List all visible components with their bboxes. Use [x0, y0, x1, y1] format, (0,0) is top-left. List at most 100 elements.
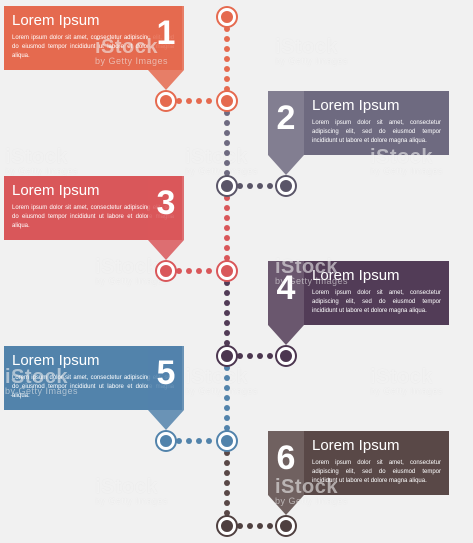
timeline-node-4 — [218, 347, 236, 365]
step-2-number-tab: 2 — [268, 91, 304, 175]
timeline-dot — [224, 76, 230, 82]
number-tab-fill — [268, 91, 304, 175]
step-3-number: 3 — [156, 184, 176, 222]
step-2-title: Lorem Ipsum — [312, 97, 400, 114]
watermark-brand: iStock — [275, 36, 339, 58]
timeline-dot — [224, 66, 230, 72]
timeline-dot — [224, 36, 230, 42]
step-4-title: Lorem Ipsum — [312, 267, 400, 284]
timeline-dot — [224, 375, 230, 381]
timeline-dot — [224, 320, 230, 326]
timeline-dot — [224, 46, 230, 52]
step-5-number: 5 — [156, 354, 176, 392]
timeline-dot — [196, 268, 202, 274]
watermark-brand: iStock — [95, 476, 159, 498]
watermark-credit: by Getty Images — [5, 166, 79, 176]
timeline-dot — [224, 170, 230, 176]
number-tab-shape — [268, 91, 304, 175]
watermark: iStock by Getty Images — [275, 36, 348, 66]
timeline-node-5 — [218, 432, 236, 450]
timeline-dot — [247, 353, 253, 359]
timeline-node-3 — [218, 262, 236, 280]
number-tab-fill — [268, 431, 304, 515]
timeline-dot — [257, 353, 263, 359]
timeline-dot — [224, 365, 230, 371]
timeline-dot — [196, 98, 202, 104]
step-4-card: Lorem Ipsum Lorem ipsum dolor sit amet, … — [304, 261, 449, 325]
timeline-dot — [224, 140, 230, 146]
timeline-dot — [224, 330, 230, 336]
timeline-dot — [257, 183, 263, 189]
watermark-credit: by Getty Images — [95, 276, 169, 286]
timeline-start-node — [218, 8, 236, 26]
timeline-dot — [247, 523, 253, 529]
step-3-anchor-node — [157, 262, 175, 280]
timeline-dot — [267, 183, 273, 189]
step-1-body: Lorem ipsum dolor sit amet, consectetur … — [12, 35, 174, 59]
timeline-node-2 — [218, 177, 236, 195]
timeline-dot — [224, 405, 230, 411]
step-6-number: 6 — [276, 439, 296, 477]
timeline-dot — [206, 98, 212, 104]
timeline-dot — [224, 425, 230, 431]
timeline-node-1 — [218, 92, 236, 110]
watermark-credit: by Getty Images — [370, 386, 444, 396]
timeline-dot — [224, 500, 230, 506]
step-4-anchor-node — [277, 347, 295, 365]
watermark: iStock by Getty Images — [185, 146, 258, 176]
timeline-dot — [224, 245, 230, 251]
timeline-dot — [237, 353, 243, 359]
step-5-body: Lorem ipsum dolor sit amet, consectetur … — [12, 375, 174, 399]
timeline-dot — [237, 183, 243, 189]
watermark: iStock by Getty Images — [370, 366, 443, 396]
timeline-dot — [267, 523, 273, 529]
watermark-brand: iStock — [370, 366, 434, 388]
timeline-dot — [224, 280, 230, 286]
watermark-credit: by Getty Images — [185, 386, 259, 396]
timeline-dot — [224, 310, 230, 316]
timeline-dot — [224, 150, 230, 156]
step-6-card: Lorem Ipsum Lorem ipsum dolor sit amet, … — [304, 431, 449, 495]
timeline-dot — [224, 56, 230, 62]
timeline-dot — [206, 268, 212, 274]
timeline-dot — [224, 215, 230, 221]
number-tab-shape — [148, 346, 184, 430]
number-tab-fill — [148, 6, 184, 90]
timeline-dot — [224, 195, 230, 201]
number-tab-fill — [268, 261, 304, 345]
timeline-dot — [186, 438, 192, 444]
number-tab-shape — [268, 431, 304, 515]
number-tab-shape — [148, 176, 184, 260]
timeline-node-6 — [218, 517, 236, 535]
timeline-dot — [224, 205, 230, 211]
step-2-body: Lorem ipsum dolor sit amet, consectetur … — [312, 120, 441, 144]
step-6-number-tab: 6 — [268, 431, 304, 515]
timeline-dot — [224, 510, 230, 516]
step-6-body: Lorem ipsum dolor sit amet, consectetur … — [312, 460, 441, 484]
step-3-title: Lorem Ipsum — [12, 182, 100, 199]
timeline-dot — [224, 290, 230, 296]
step-1-anchor-node — [157, 92, 175, 110]
step-1-number: 1 — [156, 14, 176, 52]
timeline-dot — [224, 385, 230, 391]
number-tab-fill — [148, 176, 184, 260]
timeline-dot — [224, 395, 230, 401]
timeline-dot — [247, 183, 253, 189]
timeline-dot — [224, 480, 230, 486]
timeline-dot — [224, 235, 230, 241]
timeline-dot — [224, 120, 230, 126]
watermark: iStock by Getty Images — [5, 146, 78, 176]
timeline-dot — [224, 160, 230, 166]
step-5-anchor-node — [157, 432, 175, 450]
step-2-card: Lorem Ipsum Lorem ipsum dolor sit amet, … — [304, 91, 449, 155]
watermark: iStock by Getty Images — [95, 476, 168, 506]
timeline-dot — [224, 86, 230, 92]
step-1-number-tab: 1 — [148, 6, 184, 90]
timeline-dot — [176, 438, 182, 444]
watermark-brand: iStock — [185, 366, 249, 388]
timeline-dot — [176, 98, 182, 104]
timeline-dot — [267, 353, 273, 359]
timeline-dot — [224, 130, 230, 136]
timeline-dot — [224, 470, 230, 476]
